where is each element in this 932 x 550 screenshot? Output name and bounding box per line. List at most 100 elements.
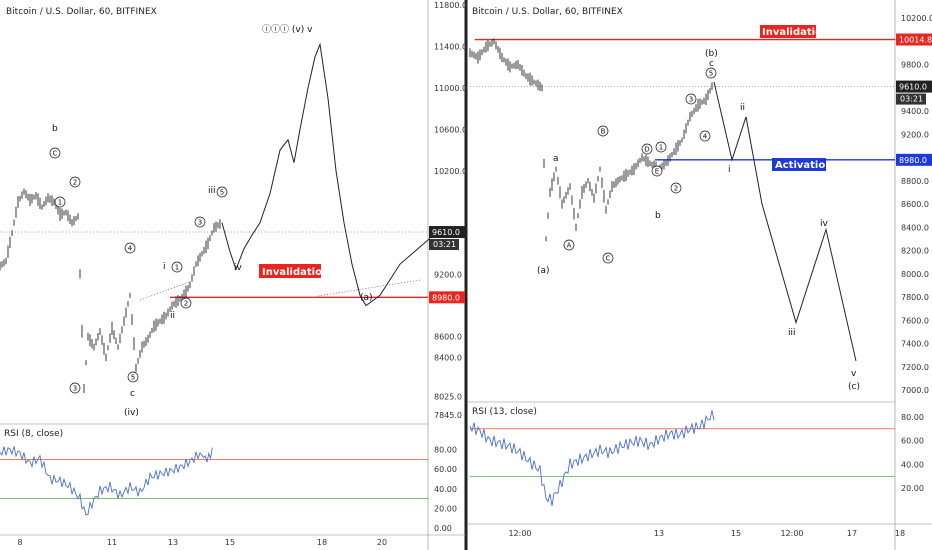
right-annotations: Invalidation Activation (b) c a b (a) i … — [537, 25, 860, 392]
wave-label-ii-right: ii — [740, 103, 745, 113]
left-chart-title: Bitcoin / U.S. Dollar, 60, BITFINEX — [6, 7, 157, 17]
left-circle-marker — [69, 382, 81, 394]
left-x-axis: 8 11 13 15 18 20 — [17, 538, 387, 547]
x-tick-label: 18 — [895, 529, 905, 538]
wave-label-a: (a) — [360, 293, 373, 303]
countdown-badge — [896, 93, 926, 105]
y-tick-label: 9200.0 — [434, 271, 462, 280]
right-x-axis: 12:00 13 15 12:00 17 18 — [508, 529, 905, 538]
left-price-series — [0, 42, 431, 394]
left-circle-marker — [54, 196, 66, 208]
rsi-tick-label: 20.00 — [901, 484, 924, 493]
rsi-tick-label: 80.00 — [901, 413, 924, 422]
wave-label-v-right: v — [851, 369, 857, 379]
right-circle-label: A — [567, 242, 572, 250]
right-circle-marker — [563, 239, 575, 251]
left-chart-panel: Bitcoin / U.S. Dollar, 60, BITFINEX 1180… — [0, 0, 467, 550]
price-badge — [429, 291, 465, 304]
y-tick-label: 8980.0 — [899, 156, 927, 165]
right-circle-label: 3 — [689, 96, 693, 104]
left-circle-label: 5 — [220, 189, 224, 197]
wave-label-iv: (iv) — [124, 408, 139, 418]
left-circle-label: 5 — [131, 374, 135, 382]
y-tick-label: 9610.0 — [899, 83, 927, 92]
y-tick-label: 11000.0 — [434, 84, 467, 93]
y-tick-label: 8025.0 — [434, 392, 462, 401]
right-activation-box — [772, 158, 826, 171]
rsi-tick-label: 80.00 — [434, 446, 457, 455]
price-badge — [896, 80, 932, 93]
y-tick-label: 10600.0 — [434, 125, 467, 134]
right-circle-label: 5 — [709, 70, 713, 78]
y-tick-label: 8200.0 — [901, 247, 929, 256]
left-invalidation-label: Invalidation — [262, 267, 329, 278]
right-circle-marker — [641, 143, 653, 155]
x-tick-label: 13 — [654, 529, 664, 538]
wave-label-b-right: b — [655, 211, 661, 221]
y-tick-label: 10200.0 — [434, 167, 467, 176]
y-tick-label: 9400.0 — [901, 107, 929, 116]
right-chart-title: Bitcoin / U.S. Dollar, 60, BITFINEX — [472, 7, 623, 17]
wave-label-iii-right: iii — [788, 328, 796, 338]
wave-label-i: i — [163, 262, 166, 272]
left-circle-marker — [127, 371, 139, 383]
y-tick-label: 11800.0 — [434, 1, 467, 10]
wave-label-iv-right: iv — [820, 219, 829, 229]
y-tick-label: 8000.0 — [901, 270, 929, 279]
y-tick-label: 7000.0 — [901, 386, 929, 395]
left-circle-label: 1 — [58, 199, 62, 207]
wave-label-a-paren-right: (a) — [537, 266, 550, 276]
wave-label-a-right: a — [553, 154, 559, 164]
x-tick-label: 18 — [317, 538, 327, 547]
y-tick-label: 9200.0 — [901, 130, 929, 139]
price-badge — [896, 153, 932, 166]
y-tick-label: 8400.0 — [901, 223, 929, 232]
y-tick-label: 8980.0 — [432, 293, 460, 302]
trend-line — [317, 279, 421, 297]
wave-label-c-right: c — [709, 59, 714, 69]
y-tick-label: 10014.8 — [899, 36, 932, 45]
right-circle-marker — [705, 67, 717, 79]
x-tick-label: 13 — [168, 538, 178, 547]
rsi-line — [469, 410, 715, 506]
wave-label-b: b — [52, 124, 58, 134]
left-y-axis: 11800.0 11400.0 11000.0 10600.0 10200.0 9610.… — [429, 1, 467, 420]
right-activation-label: Activation — [775, 160, 832, 171]
left-rsi-label: RSI (8, close) — [4, 429, 63, 439]
left-circle-label: 3 — [198, 219, 202, 227]
left-circle-marker — [171, 261, 183, 273]
x-tick-label: 12:00 — [780, 529, 803, 538]
rsi-tick-label: 60.00 — [901, 437, 924, 446]
left-circle-label: 2 — [184, 300, 188, 308]
right-chart-panel: Bitcoin / U.S. Dollar, 60, BITFINEX 1020… — [468, 0, 932, 550]
right-circle-label: B — [601, 128, 606, 136]
left-circle-label: 1 — [175, 264, 179, 272]
y-tick-label: 7200.0 — [901, 363, 929, 372]
right-invalidation-label: Invalidation — [762, 27, 829, 38]
right-circle-label: E — [655, 168, 659, 176]
left-circle-label: 4 — [128, 245, 133, 253]
left-circle-marker — [194, 216, 206, 228]
y-tick-label: 7800.0 — [901, 293, 929, 302]
countdown-label: 03:21 — [433, 240, 456, 249]
x-tick-label: 15 — [731, 529, 741, 538]
x-tick-label: 15 — [225, 538, 235, 547]
circled-wave-labels: C 2 1 3 4 5 1 2 3 5 B A C D E 1 2 3 4 5 — [49, 67, 717, 394]
countdown-label: 03:21 — [900, 95, 923, 104]
wave-label-iii: iii — [208, 186, 216, 196]
right-circle-marker — [670, 182, 682, 194]
wave-label-b-paren: (b) — [705, 49, 718, 59]
left-circle-marker — [69, 176, 81, 188]
right-circle-marker — [699, 130, 711, 142]
right-price-series — [469, 38, 895, 362]
right-rsi-label: RSI (13, close) — [472, 407, 537, 417]
right-circle-marker — [685, 93, 697, 105]
right-circle-label: C — [606, 255, 611, 263]
left-rsi-series: 80.00 60.00 40.00 20.00 0.00 — [0, 446, 457, 533]
right-circle-label: D — [644, 146, 649, 154]
left-circle-marker — [216, 186, 228, 198]
left-annotations: Invalidation ⓘⓘⓘ (v) v b c (iv) iii iv (… — [52, 24, 373, 418]
y-tick-label: 9800.0 — [901, 61, 929, 70]
left-circle-marker — [49, 147, 61, 159]
right-y-axis: 10200.0 10014.8 9800.0 9610.0 9400.0 9200.0 89… — [896, 14, 932, 395]
